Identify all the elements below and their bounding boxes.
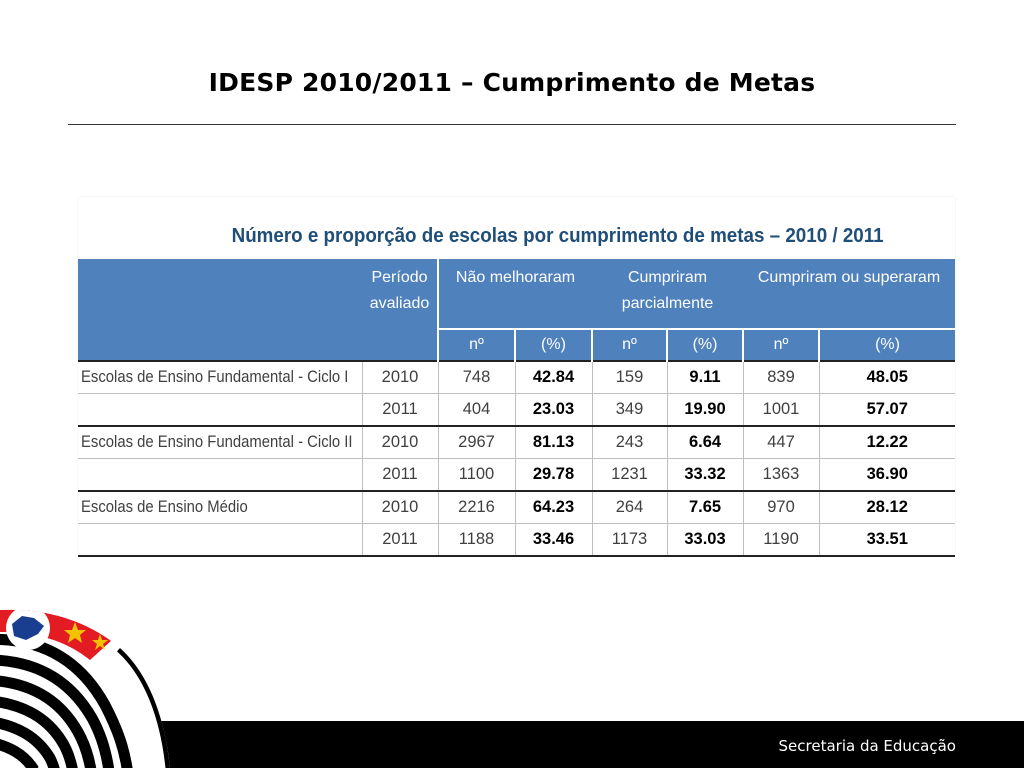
nm-count-cell: 404	[438, 393, 516, 427]
cp-count-cell: 1231	[592, 458, 668, 492]
cs-pct-cell: 36.90	[819, 458, 956, 492]
header-sub-cs-n: nº	[743, 329, 821, 361]
nm-pct-cell: 33.46	[515, 523, 593, 557]
slide-title: IDESP 2010/2011 – Cumprimento de Metas	[208, 68, 816, 97]
year-cell: 2010	[362, 360, 439, 394]
table-row: 2011 404 23.03 349 19.90 1001 57.07	[78, 393, 956, 427]
nm-pct-cell: 64.23	[515, 490, 593, 524]
year-cell: 2011	[362, 458, 439, 492]
cs-count-cell: 1001	[743, 393, 820, 427]
header-sub-cp-p: (%)	[667, 329, 745, 361]
cs-count-cell: 1190	[743, 523, 820, 557]
cp-count-cell: 264	[592, 490, 668, 524]
table-caption: Número e proporção de escolas por cumpri…	[78, 225, 884, 248]
header-sub-nm-p: (%)	[515, 329, 593, 361]
cs-pct-cell: 48.05	[819, 360, 956, 394]
cp-count-cell: 243	[592, 425, 668, 459]
header-group-cumpriram-parcialmente: Cumpriram parcialmente	[592, 259, 744, 330]
nm-pct-cell: 29.78	[515, 458, 593, 492]
school-label: Escolas de Ensino Médio	[81, 498, 248, 516]
table-row: 2011 1100 29.78 1231 33.32 1363 36.90	[78, 458, 956, 492]
school-cell: Escolas de Ensino Médio	[78, 490, 363, 524]
cs-pct-cell: 57.07	[819, 393, 956, 427]
table-row: 2011 1188 33.46 1173 33.03 1190 33.51	[78, 523, 956, 557]
cp-pct-cell: 33.03	[667, 523, 744, 557]
nm-count-cell: 2967	[438, 425, 516, 459]
school-cell	[78, 523, 363, 557]
nm-pct-cell: 81.13	[515, 425, 593, 459]
table-panel: Número e proporção de escolas por cumpri…	[78, 197, 956, 557]
footer-text: Secretaria da Educação	[778, 737, 956, 755]
cp-pct-cell: 33.32	[667, 458, 744, 492]
cp-count-cell: 159	[592, 360, 668, 394]
header-row-groups: Período avaliado Não melhoraram Cumpriram…	[78, 259, 956, 361]
nm-pct-cell: 23.03	[515, 393, 593, 427]
cp-pct-cell: 19.90	[667, 393, 744, 427]
metas-table: Período avaliado Não melhoraram Cumpriram…	[78, 259, 956, 557]
header-blank	[78, 259, 362, 361]
header-row-sub: nº (%) nº (%) nº (%)	[78, 329, 956, 361]
cp-pct-cell: 9.11	[667, 360, 744, 394]
year-cell: 2010	[362, 425, 439, 459]
cs-count-cell: 839	[743, 360, 820, 394]
cp-pct-cell: 6.64	[667, 425, 744, 459]
year-cell: 2011	[362, 523, 439, 557]
cp-pct-cell: 7.65	[667, 490, 744, 524]
table-caption-text: Número e proporção de escolas por cumpri…	[232, 225, 884, 247]
cs-count-cell: 970	[743, 490, 820, 524]
header-sub-cp-n: nº	[592, 329, 668, 361]
cs-pct-cell: 12.22	[819, 425, 956, 459]
header-period-sub	[362, 329, 439, 361]
table-row: Escolas de Ensino Fundamental - Ciclo I …	[78, 360, 956, 394]
year-cell: 2010	[362, 490, 439, 524]
school-cell	[78, 393, 363, 427]
header-group-cumpriram-ou-superaram: Cumpriram ou superaram	[743, 259, 956, 330]
sao-paulo-flag-emblem-icon	[0, 609, 170, 768]
school-label: Escolas de Ensino Fundamental - Ciclo I	[81, 368, 349, 386]
header-group-nao-melhoraram: Não melhoraram	[438, 259, 592, 330]
school-cell	[78, 458, 363, 492]
nm-count-cell: 1188	[438, 523, 516, 557]
footer-bar	[0, 721, 1024, 768]
header-sub-nm-n: nº	[438, 329, 516, 361]
header-sub-cs-p: (%)	[819, 329, 956, 361]
table-row: Escolas de Ensino Médio 2010 2216 64.23 …	[78, 490, 956, 524]
nm-count-cell: 1100	[438, 458, 516, 492]
nm-count-cell: 2216	[438, 490, 516, 524]
cp-count-cell: 349	[592, 393, 668, 427]
table-row: Escolas de Ensino Fundamental - Ciclo II…	[78, 425, 956, 459]
nm-pct-cell: 42.84	[515, 360, 593, 394]
cs-pct-cell: 28.12	[819, 490, 956, 524]
cs-pct-cell: 33.51	[819, 523, 956, 557]
school-cell: Escolas de Ensino Fundamental - Ciclo II	[78, 425, 363, 459]
nm-count-cell: 748	[438, 360, 516, 394]
school-cell: Escolas de Ensino Fundamental - Ciclo I	[78, 360, 363, 394]
cp-count-cell: 1173	[592, 523, 668, 557]
year-cell: 2011	[362, 393, 439, 427]
cs-count-cell: 1363	[743, 458, 820, 492]
school-label: Escolas de Ensino Fundamental - Ciclo II	[81, 433, 353, 451]
title-divider	[68, 124, 956, 125]
cs-count-cell: 447	[743, 425, 820, 459]
header-period: Período avaliado	[362, 259, 439, 329]
